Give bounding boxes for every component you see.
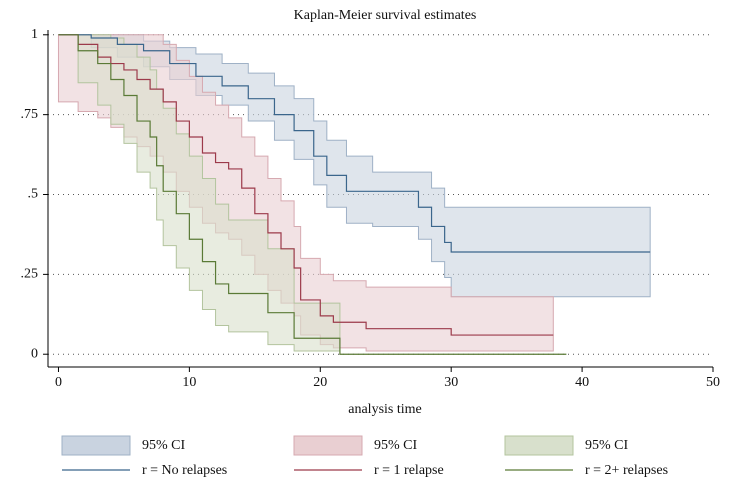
survival-line (58, 34, 651, 253)
x-tick-label: 40 (575, 375, 589, 390)
legend-label: r = 2+ relapses (585, 463, 668, 478)
x-tick-label: 20 (313, 375, 327, 390)
x-tick-label: 10 (182, 375, 196, 390)
y-tick-label: .75 (21, 107, 39, 122)
survival-line (58, 34, 554, 336)
y-tick-label: .25 (21, 267, 39, 282)
legend-ci-label: 95% CI (142, 438, 186, 453)
y-tick-label: .5 (28, 187, 39, 202)
legend-ci-swatch (61, 435, 131, 456)
x-axis-label: analysis time (348, 402, 422, 417)
legend-ci-swatch (293, 435, 363, 456)
x-tick-label: 50 (706, 375, 720, 390)
y-tick-label: 0 (31, 346, 38, 361)
ci-band (58, 34, 341, 352)
x-tick-label: 30 (444, 375, 458, 390)
y-tick-label: 1 (31, 27, 38, 42)
legend-ci-label: 95% CI (374, 438, 418, 453)
chart-title: Kaplan-Meier survival estimates (294, 8, 477, 23)
legend-ci-swatch (504, 435, 574, 456)
legend-ci-label: 95% CI (585, 438, 629, 453)
legend-label: r = No relapses (142, 463, 227, 478)
legend-label: r = 1 relapse (374, 463, 444, 478)
survival-line (58, 34, 567, 355)
x-tick-label: 0 (55, 375, 62, 390)
